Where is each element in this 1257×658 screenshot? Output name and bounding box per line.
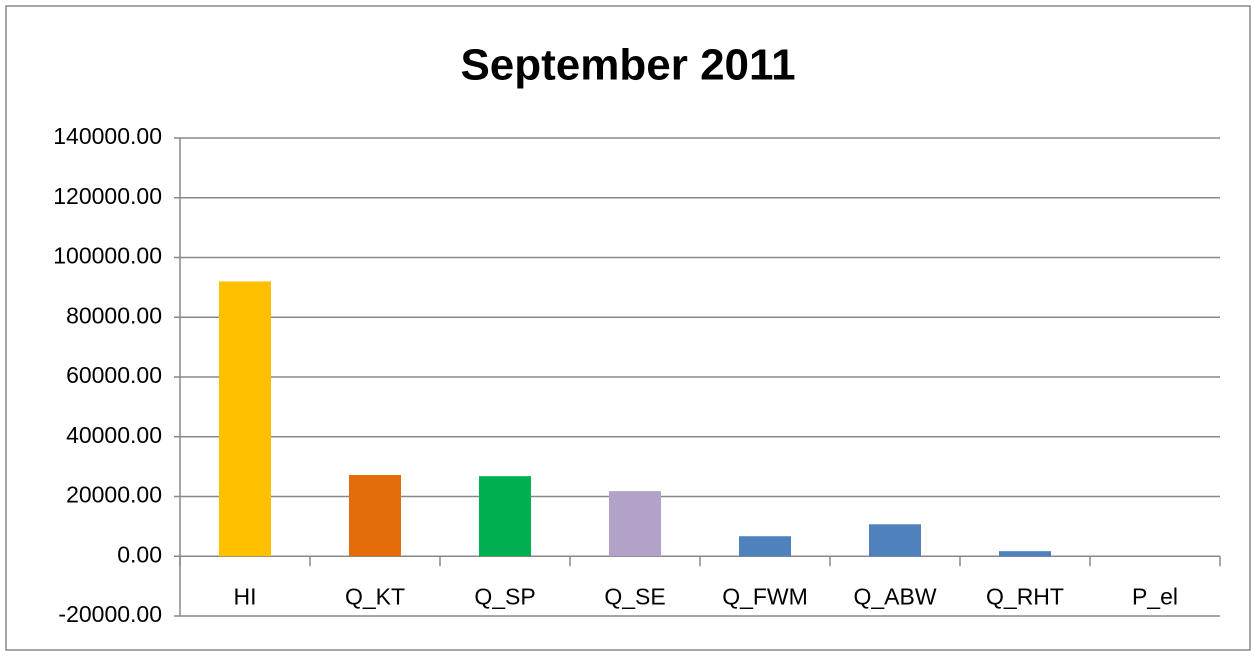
bar	[739, 536, 791, 557]
bar	[219, 281, 271, 557]
y-tick-label: 20000.00	[66, 482, 162, 508]
x-tick-label: HI	[234, 583, 257, 609]
bar	[479, 476, 531, 557]
bar	[869, 524, 921, 557]
y-tick-label: 0.00	[117, 541, 162, 567]
y-tick-label: 40000.00	[66, 422, 162, 448]
bar	[349, 474, 401, 557]
x-tick-label: Q_KT	[345, 583, 405, 609]
chart-title: September 2011	[460, 41, 795, 90]
x-tick-label: Q_RHT	[986, 583, 1064, 609]
x-tick-label: Q_SE	[604, 583, 665, 609]
y-tick-label: 140000.00	[53, 123, 162, 149]
bar	[609, 491, 661, 557]
y-tick-label: 120000.00	[53, 183, 162, 209]
y-tick-label: 100000.00	[53, 243, 162, 269]
x-tick-label: Q_ABW	[853, 583, 936, 609]
y-tick-label: 80000.00	[66, 302, 162, 328]
x-tick-label: P_el	[1132, 583, 1178, 609]
x-tick-label: Q_FWM	[722, 583, 808, 609]
x-tick-label: Q_SP	[474, 583, 535, 609]
bar	[999, 551, 1051, 557]
y-tick-label: -20000.00	[58, 601, 162, 627]
y-tick-label: 60000.00	[66, 362, 162, 388]
